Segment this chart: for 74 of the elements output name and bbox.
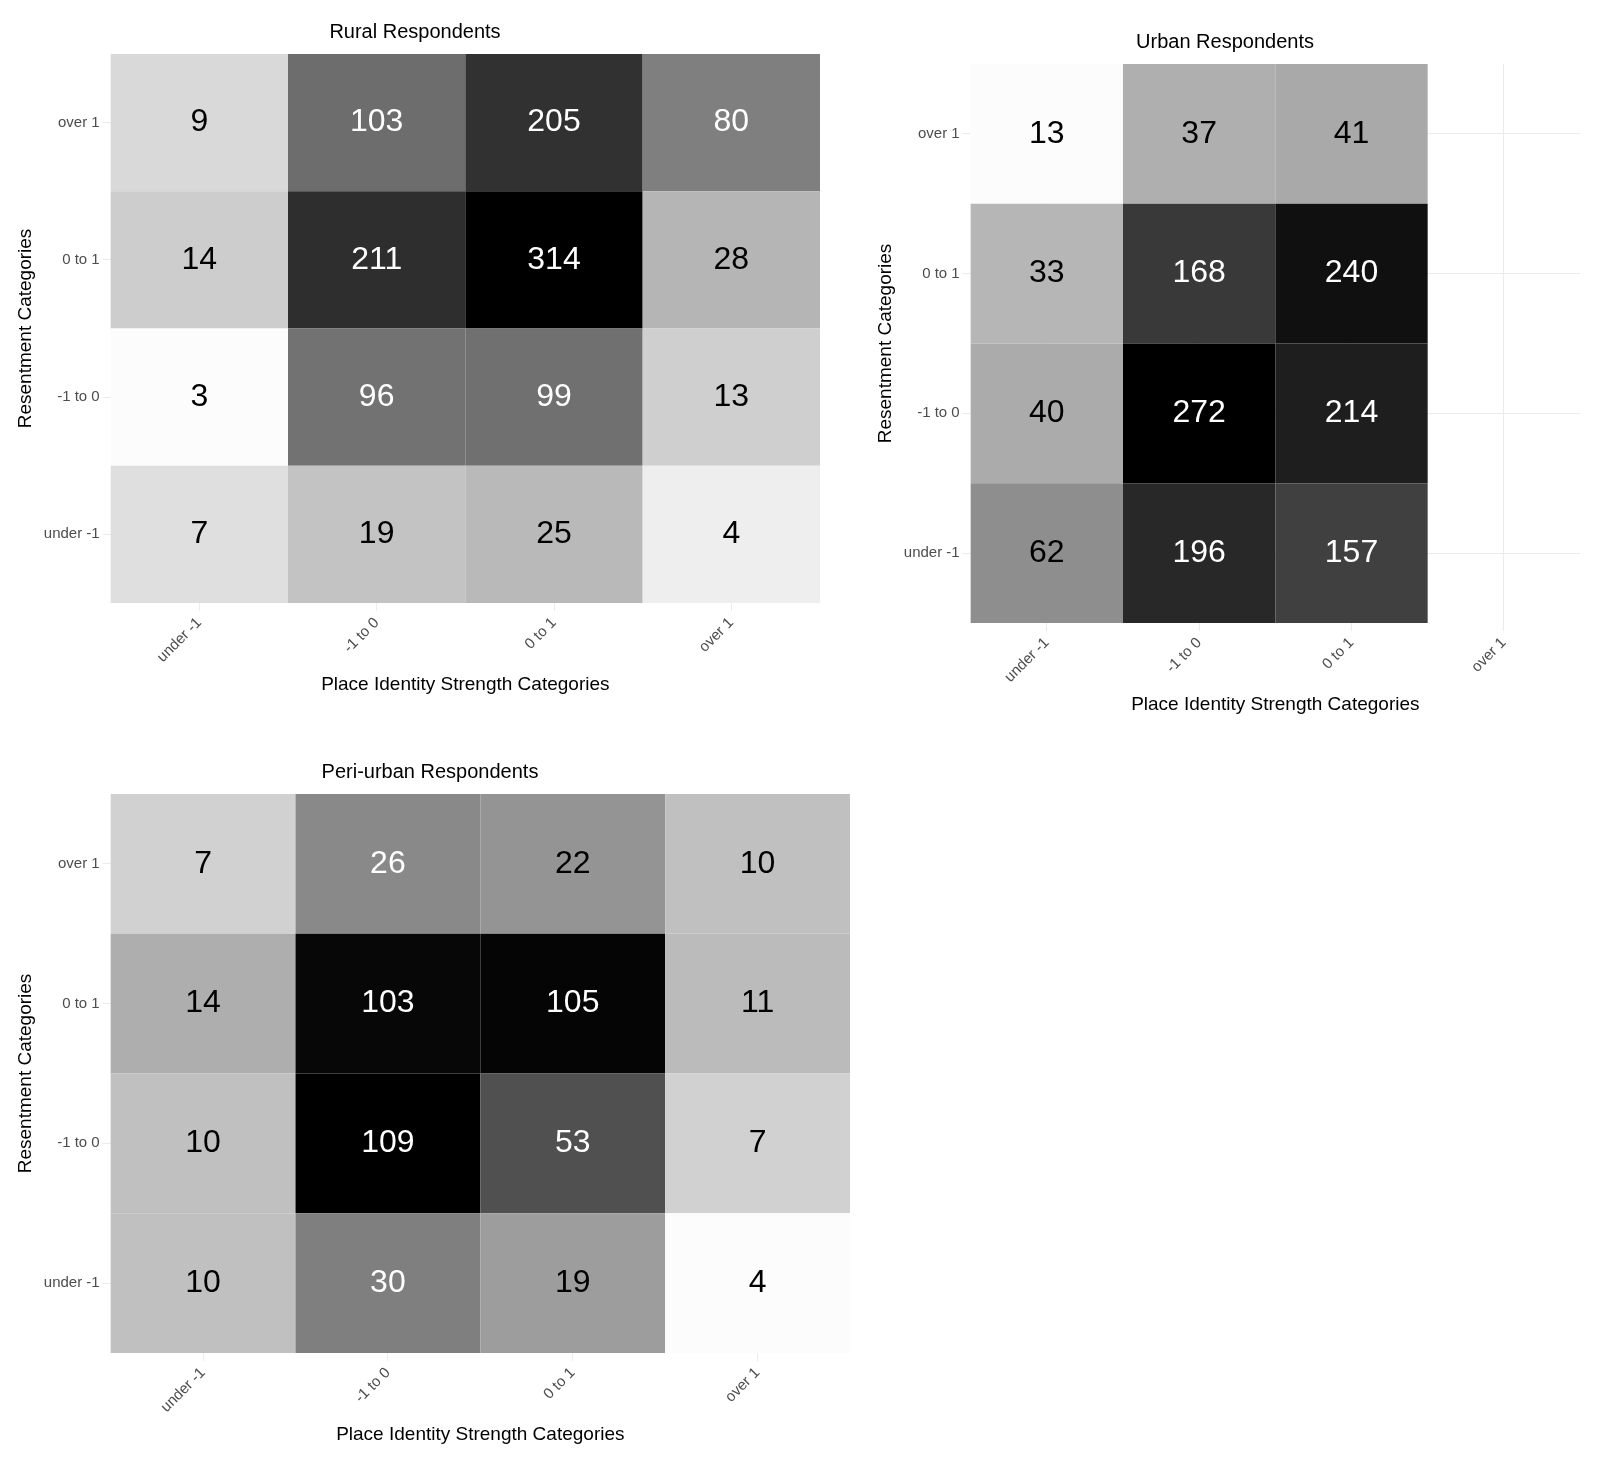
data-label: 211 — [351, 239, 403, 276]
data-label: 109 — [361, 1123, 415, 1160]
data-label: 10 — [739, 843, 776, 880]
data-label: 26 — [370, 843, 406, 880]
chart-title: Rural Respondents — [329, 19, 501, 42]
y-tick-label: 0 to 1 — [62, 250, 100, 267]
data-label: 14 — [185, 983, 221, 1020]
data-label: 13 — [1029, 113, 1065, 150]
x-tick-label: 0 to 1 — [1317, 633, 1357, 672]
y-tick-label: 0 to 1 — [62, 993, 100, 1011]
data-label: 168 — [1172, 253, 1226, 290]
data-label: 10 — [185, 1262, 221, 1299]
x-tick-label: over 1 — [1467, 633, 1509, 675]
data-label: 96 — [358, 376, 395, 413]
x-tick-label: 0 to 1 — [520, 613, 560, 652]
data-label: 19 — [358, 514, 395, 551]
data-label: 103 — [361, 983, 415, 1020]
y-tick-label: -1 to 0 — [917, 403, 960, 421]
data-label: 62 — [1029, 532, 1065, 569]
data-label: 22 — [554, 843, 591, 880]
data-label: 4 — [748, 1262, 767, 1299]
data-label: 37 — [1181, 113, 1217, 150]
data-label: 11 — [740, 983, 775, 1020]
x-tick-label: -1 to 0 — [350, 1363, 393, 1406]
data-label: 28 — [713, 239, 750, 276]
x-tick-label: over 1 — [694, 613, 737, 655]
x-tick-label: -1 to 0 — [1162, 633, 1205, 676]
y-tick-label: over 1 — [57, 854, 100, 872]
data-label: 214 — [1324, 393, 1379, 430]
y-axis-title: Resentment Categories — [13, 228, 35, 429]
x-tick-label: -1 to 0 — [339, 613, 382, 656]
data-label: 10 — [185, 1123, 221, 1160]
data-label: 240 — [1324, 253, 1379, 290]
x-axis-title: Place Identity Strength Categories — [321, 672, 610, 694]
y-axis-title: Resentment Categories — [13, 973, 35, 1174]
y-tick-label: under -1 — [903, 543, 960, 561]
y-tick-label: -1 to 0 — [57, 387, 100, 405]
data-label: 7 — [194, 843, 212, 880]
data-label: 314 — [527, 239, 581, 276]
data-label: 196 — [1172, 532, 1226, 569]
y-tick-label: -1 to 0 — [57, 1133, 100, 1151]
y-tick-label: 0 to 1 — [922, 263, 960, 281]
data-label: 25 — [536, 514, 572, 551]
data-label: 7 — [190, 514, 209, 551]
data-label: 40 — [1029, 393, 1065, 430]
data-label: 272 — [1172, 393, 1226, 430]
y-tick-label: over 1 — [917, 124, 960, 142]
data-label: 53 — [554, 1123, 591, 1160]
data-label: 157 — [1324, 532, 1379, 569]
x-tick-label: 0 to 1 — [539, 1363, 578, 1402]
data-label: 41 — [1333, 113, 1370, 150]
data-label: 30 — [370, 1262, 406, 1299]
y-tick-label: under -1 — [43, 524, 100, 542]
data-label: 80 — [713, 102, 750, 139]
data-label: 33 — [1029, 253, 1065, 290]
data-label: 103 — [349, 102, 404, 139]
data-label: 19 — [554, 1262, 591, 1299]
data-label: 7 — [748, 1123, 767, 1160]
data-label: 3 — [190, 376, 209, 413]
data-label: 9 — [190, 102, 209, 139]
x-axis-title: Place Identity Strength Categories — [336, 1422, 625, 1444]
x-axis-title: Place Identity Strength Categories — [1131, 692, 1420, 714]
data-label: 14 — [181, 239, 218, 276]
data-label: 99 — [536, 376, 572, 413]
data-label: 105 — [546, 983, 600, 1020]
y-tick-label: under -1 — [43, 1273, 100, 1291]
y-axis-title: Resentment Categories — [873, 243, 895, 444]
data-label: 205 — [527, 102, 581, 139]
y-tick-label: over 1 — [57, 112, 100, 130]
data-label: 13 — [713, 376, 750, 413]
chart-title: Peri-urban Respondents — [321, 759, 539, 782]
data-label: 4 — [722, 514, 741, 551]
x-tick-label: over 1 — [721, 1363, 763, 1405]
chart-title: Urban Respondents — [1136, 29, 1314, 52]
